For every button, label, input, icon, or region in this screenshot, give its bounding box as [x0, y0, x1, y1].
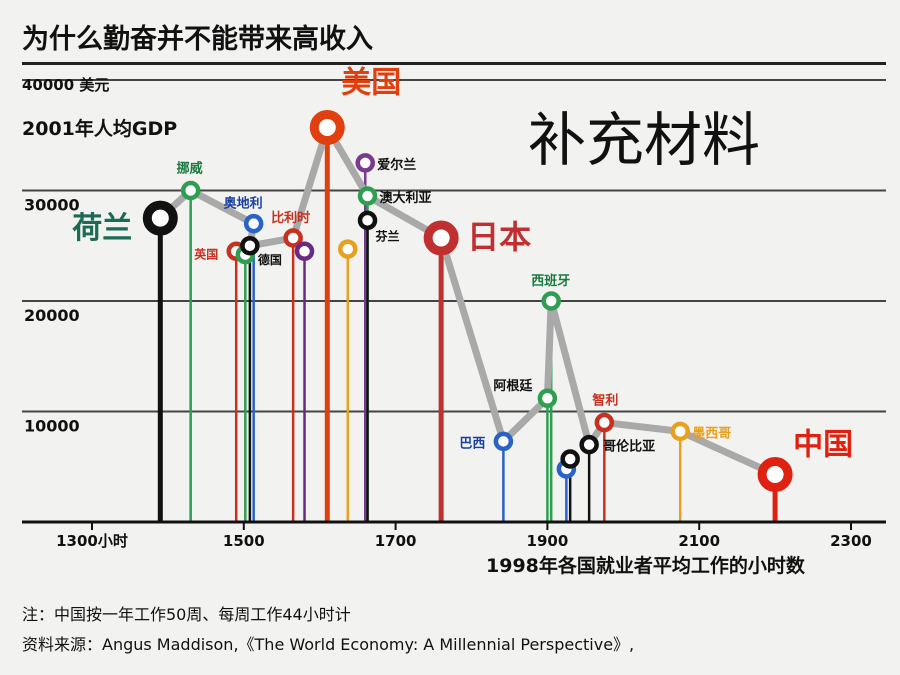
y-tick-label: 10000 [24, 417, 80, 436]
point-label: 墨西哥 [692, 425, 731, 441]
header-rule [22, 62, 886, 65]
x-tick-label: 2100 [678, 532, 720, 550]
point-label: 比利时 [271, 210, 310, 226]
y-axis-unit-label: 40000 美元 [22, 76, 109, 94]
x-tick-label: 1500 [223, 532, 265, 550]
x-tick-label: 1300小时 [56, 532, 128, 550]
data-point [283, 228, 303, 248]
point-label: 中国 [793, 427, 853, 462]
data-point [240, 236, 260, 256]
point-label: 西班牙 [531, 273, 570, 289]
data-point [541, 291, 561, 311]
data-point [338, 239, 358, 259]
axes: 1300小时 1500 1700 1900 2100 2300 [22, 520, 886, 550]
point-label: 阿根廷 [493, 378, 533, 394]
supplement-label: 补充材料 [528, 106, 760, 174]
point-label: 德国 [258, 252, 282, 267]
data-point [294, 241, 315, 262]
x-tick-label: 1700 [375, 532, 417, 550]
source-note: 资料来源：Angus Maddison,《The World Economy: … [22, 635, 634, 654]
data-point [243, 213, 264, 234]
data-point [560, 449, 580, 469]
data-point [594, 412, 615, 433]
chart-title: 2001年人均GDP [22, 117, 177, 140]
data-point [493, 431, 514, 452]
data-point [142, 200, 178, 236]
point-label: 美国 [341, 66, 401, 101]
point-label: 荷兰 [72, 211, 132, 246]
x-tick-label: 2300 [830, 532, 872, 550]
y-tick-label: 30000 [24, 196, 80, 215]
footnote: 注：中国按一年工作50周、每周工作44小时计 [22, 605, 351, 624]
data-point [355, 153, 375, 173]
point-label: 挪威 [177, 161, 203, 177]
point-label: 日本 [467, 218, 531, 256]
point-label: 英国 [194, 246, 218, 261]
data-point [423, 220, 459, 256]
x-axis-label: 1998年各国就业者平均工作的小时数 [486, 554, 806, 577]
point-label: 澳大利亚 [380, 190, 432, 206]
point-label: 巴西 [459, 436, 485, 451]
y-tick-label: 20000 [24, 306, 80, 325]
header-title: 为什么勤奋并不能带来高收入 [22, 23, 373, 55]
data-point [670, 421, 690, 442]
data-point [579, 434, 599, 455]
data-point [180, 180, 201, 201]
point-stems [157, 127, 778, 522]
data-point [357, 210, 378, 231]
point-label: 芬兰 [375, 228, 400, 243]
data-point [537, 388, 558, 408]
point-label: 爱尔兰 [377, 157, 416, 173]
point-label: 智利 [592, 393, 618, 409]
point-label: 哥伦比亚 [603, 439, 655, 455]
gridlines: 10000 20000 30000 [22, 79, 886, 436]
data-point [309, 110, 345, 146]
data-points [142, 110, 793, 492]
x-tick-label: 1900 [527, 532, 569, 550]
data-point [757, 456, 793, 492]
data-point [357, 186, 378, 206]
point-label: 奥地利 [224, 196, 263, 212]
